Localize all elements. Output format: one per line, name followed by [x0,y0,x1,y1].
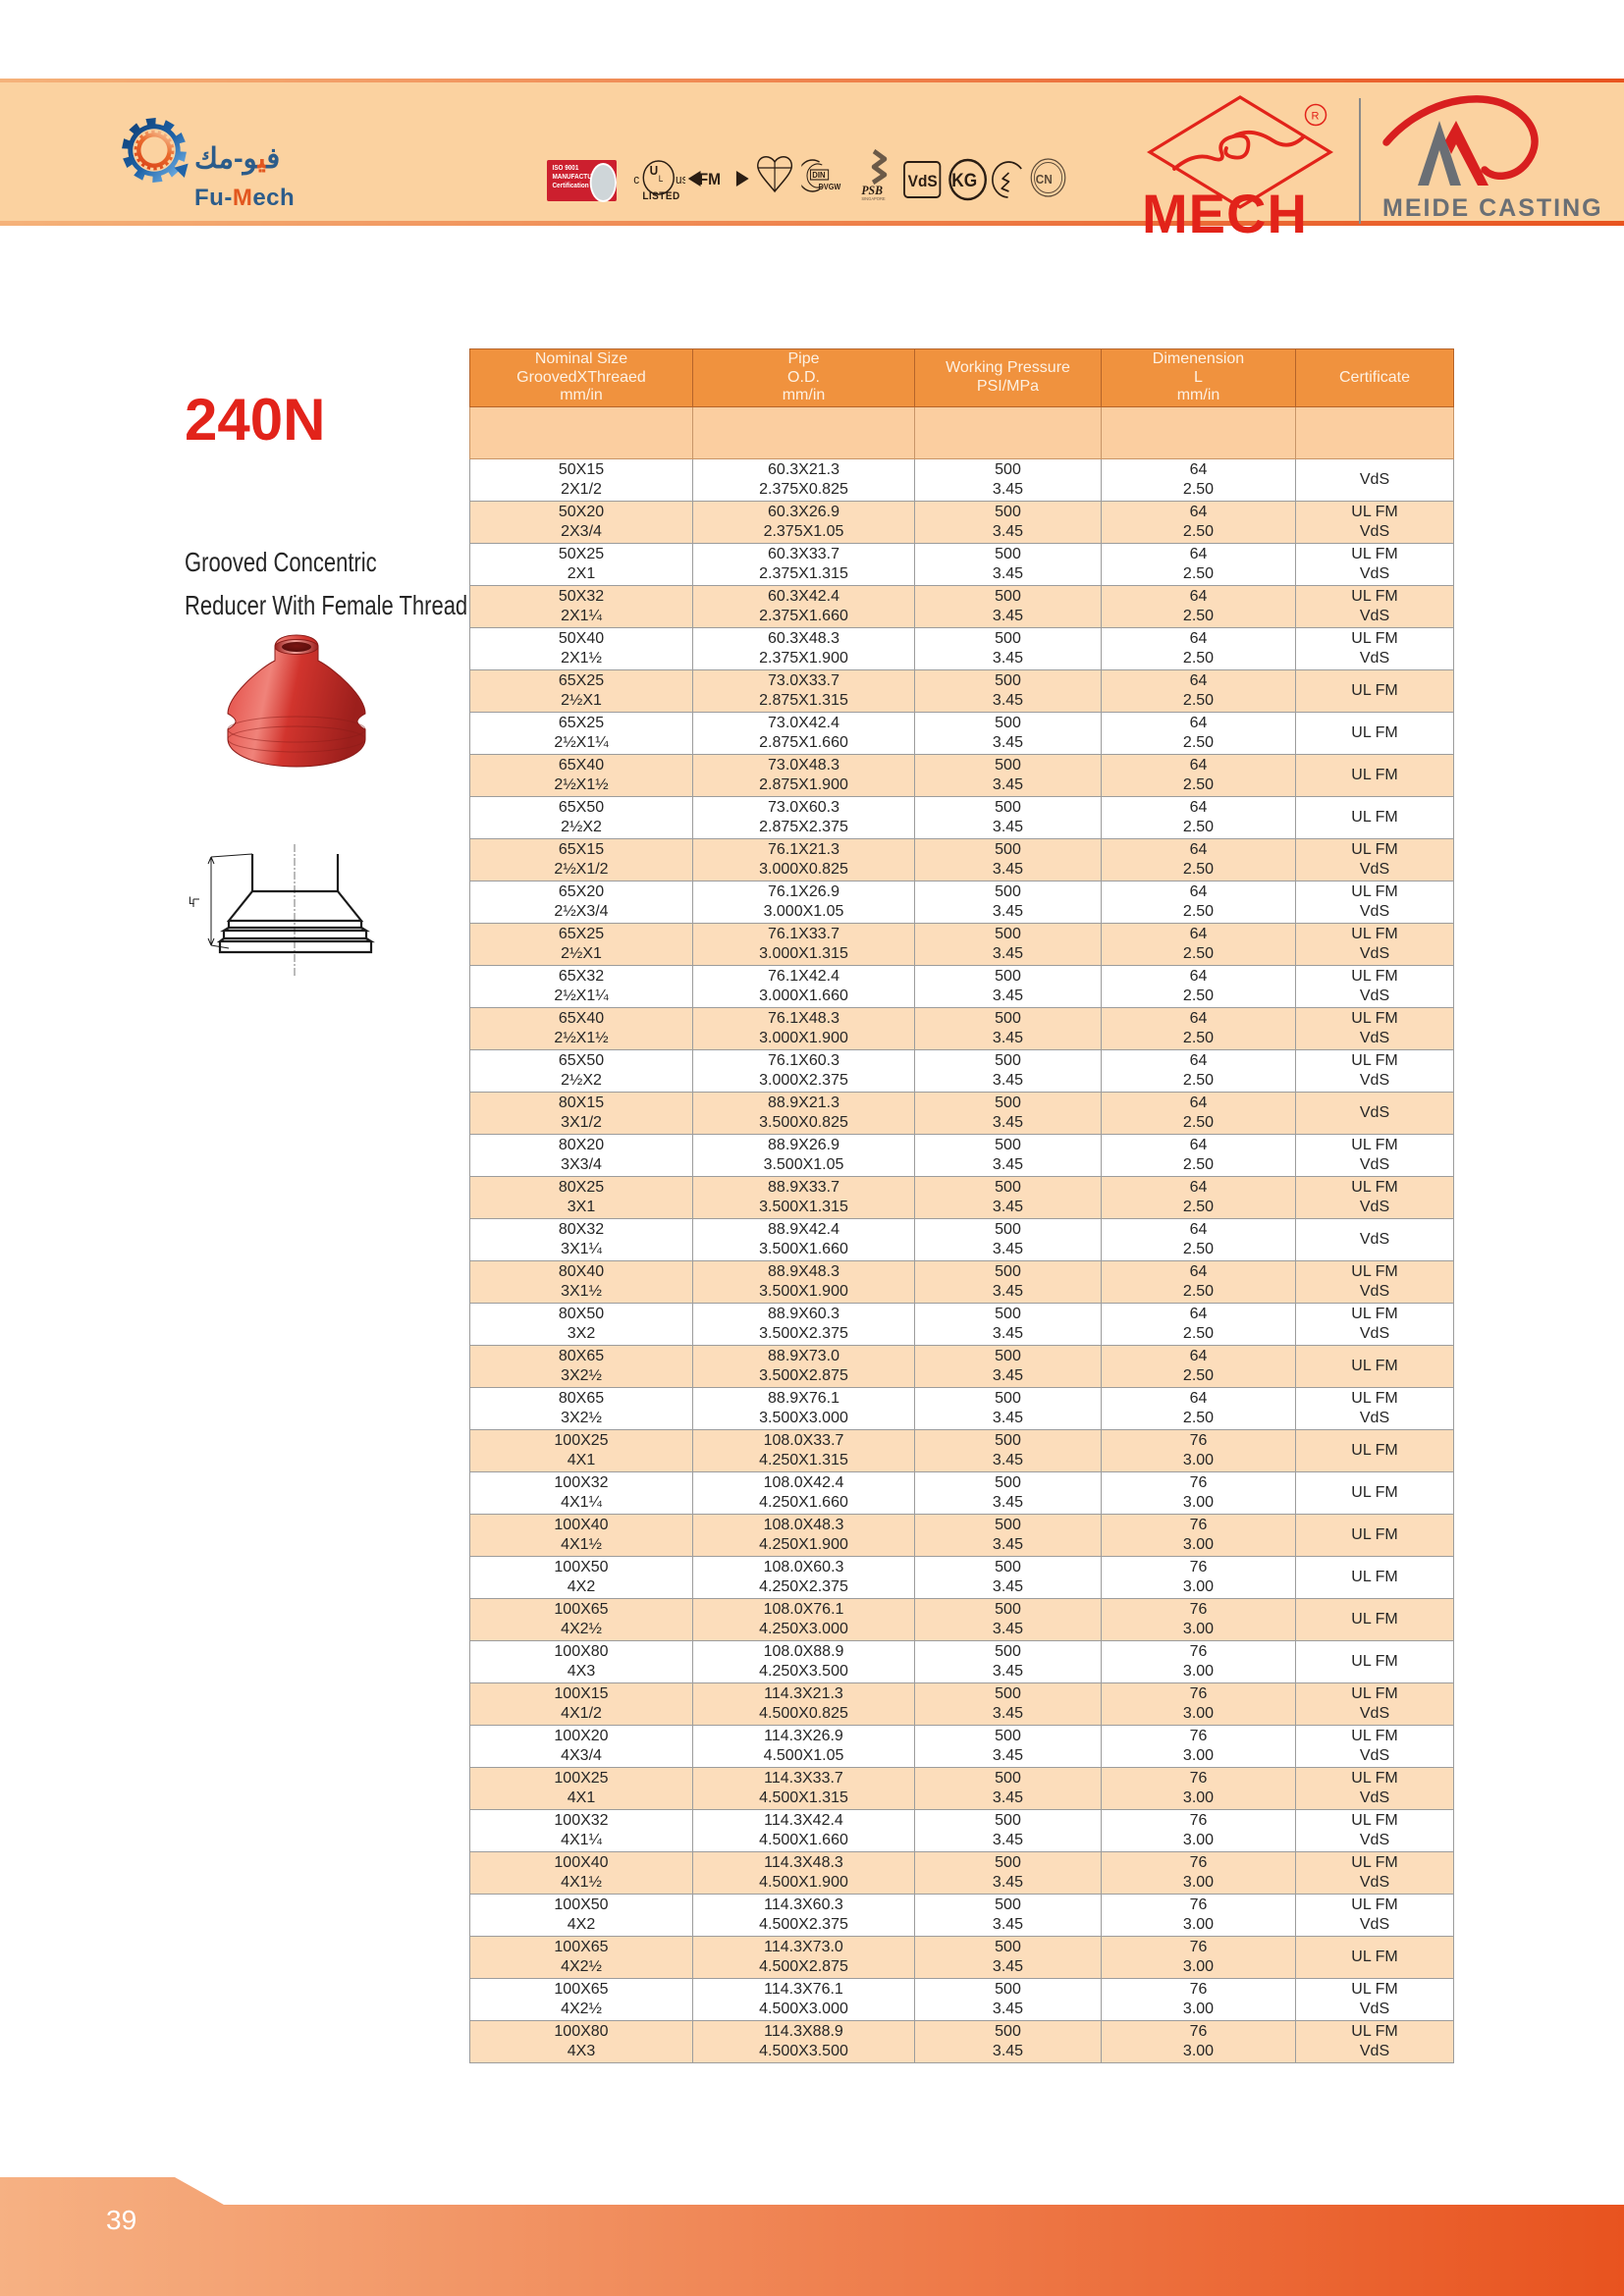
svg-text:SINGAPORE: SINGAPORE [861,196,885,200]
svg-text:DIN: DIN [812,171,825,180]
svg-text:us: us [676,172,685,187]
svg-text:R: R [1312,111,1320,123]
svg-text:U: U [650,163,659,178]
svg-text:c: c [633,172,639,187]
svg-text:LISTED: LISTED [642,190,679,203]
svg-text:FM: FM [699,170,721,188]
svg-text:L: L [659,174,664,184]
svg-text:VdS: VdS [908,172,938,190]
svg-text:CN: CN [1036,172,1053,187]
svg-text:KG: KG [951,170,977,190]
svg-text:DVGW: DVGW [819,183,841,191]
